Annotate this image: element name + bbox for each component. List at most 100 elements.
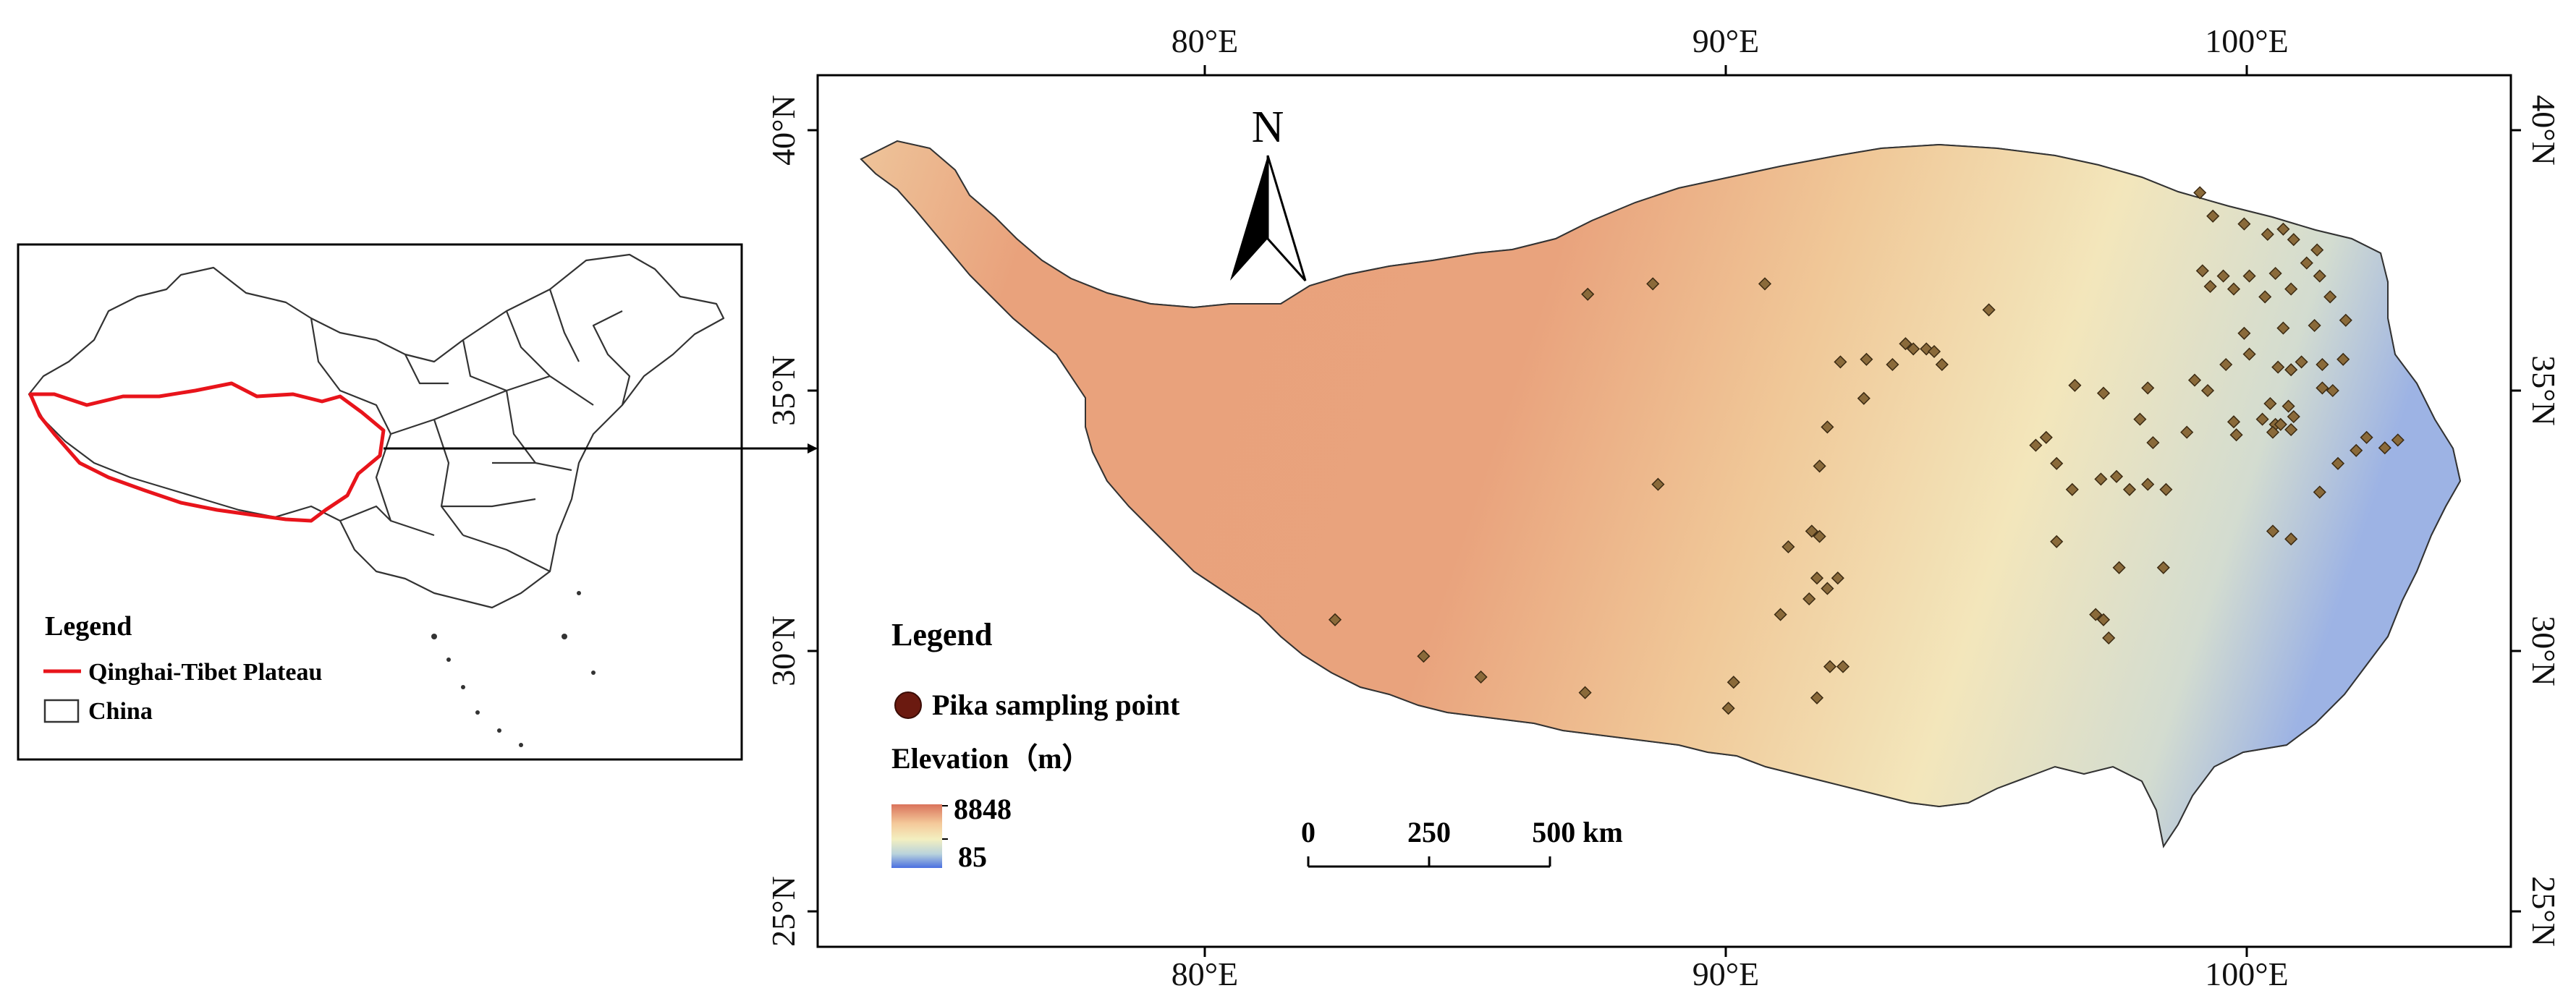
- sampling-point-marker: [1813, 529, 1826, 543]
- sampling-point-marker: [2268, 266, 2282, 281]
- north-arrow-letter: N: [1252, 103, 1284, 152]
- sampling-point-marker: [2096, 386, 2111, 400]
- top-label-90E: 90°E: [1692, 22, 1760, 59]
- sampling-point-marker: [2195, 264, 2209, 278]
- main-legend-title: Legend: [891, 617, 992, 652]
- sampling-point-marker: [2112, 561, 2126, 574]
- north-arrow: N: [1230, 103, 1307, 282]
- sampling-point-marker: [1834, 355, 1847, 369]
- sampling-point-marker: [1836, 660, 1850, 673]
- sampling-point-marker: [2237, 326, 2251, 340]
- sampling-point-marker: [2229, 428, 2243, 442]
- sampling-point-marker: [2378, 441, 2391, 455]
- elevation-min-label: 85: [958, 840, 987, 873]
- scale-label-0: 0: [1301, 816, 1315, 848]
- china-outline: [27, 253, 725, 609]
- sampling-point-marker: [2295, 355, 2308, 369]
- legend-plateau-label: Qinghai-Tibet Plateau: [88, 659, 322, 686]
- top-label-100E: 100°E: [2205, 22, 2289, 59]
- sampling-point-marker: [2266, 524, 2280, 538]
- sampling-points: [1328, 186, 2405, 715]
- legend-china-box-swatch: [43, 699, 80, 723]
- sampling-point-marker: [1860, 352, 1873, 366]
- right-label-35N: 35°N: [2525, 355, 2562, 426]
- sampling-point-marker: [2308, 318, 2321, 333]
- sampling-point-marker: [2141, 381, 2155, 395]
- sampling-point-marker: [2203, 279, 2217, 294]
- sampling-point-marker: [1831, 571, 1844, 585]
- island: [497, 728, 501, 733]
- sampling-point-marker: [2360, 430, 2373, 444]
- sampling-point-marker: [2141, 477, 2155, 491]
- pika-point-swatch: [894, 691, 922, 719]
- sampling-point-marker: [2187, 373, 2202, 387]
- inset-islands: [431, 591, 596, 747]
- sampling-point-marker: [1646, 277, 1660, 291]
- main-legend: Legend Pika sampling point Elevation（m） …: [891, 617, 1180, 873]
- inset-plateau-outline: [28, 381, 386, 523]
- left-label-30N: 30°N: [765, 616, 802, 686]
- island: [446, 657, 451, 662]
- sampling-point-marker: [2284, 363, 2298, 377]
- elevation-max-label: 8848: [954, 793, 1012, 825]
- sampling-point-marker: [2258, 290, 2272, 304]
- sampling-point-marker: [2227, 415, 2241, 429]
- right-label-30N: 30°N: [2525, 616, 2562, 686]
- sampling-point-marker: [1417, 650, 1431, 663]
- island: [461, 685, 465, 689]
- sampling-point-marker: [2287, 233, 2300, 247]
- island: [562, 634, 567, 639]
- sampling-point-marker: [2227, 282, 2241, 296]
- right-label-25N: 25°N: [2525, 876, 2562, 947]
- island: [577, 591, 581, 595]
- sampling-point-marker: [2159, 482, 2173, 496]
- sampling-point-marker: [2284, 422, 2298, 437]
- sampling-point-marker: [1927, 344, 1941, 359]
- sampling-point-marker: [2276, 321, 2290, 335]
- pika-point-label: Pika sampling point: [932, 689, 1180, 721]
- sampling-point-marker: [1328, 613, 1342, 626]
- sampling-point-marker: [2313, 269, 2326, 283]
- sampling-point-marker: [1810, 691, 1824, 705]
- sampling-point-marker: [1805, 524, 1818, 538]
- sampling-point-marker: [2156, 561, 2170, 574]
- sampling-point-marker: [2310, 243, 2324, 257]
- island: [431, 634, 437, 639]
- sampling-point-marker: [2094, 472, 2108, 486]
- sampling-point-marker: [2219, 357, 2233, 372]
- sampling-point-marker: [2065, 482, 2079, 496]
- sampling-point-marker: [2313, 485, 2326, 499]
- sampling-point-marker: [1935, 357, 1949, 372]
- sampling-point-marker: [2284, 532, 2298, 546]
- right-label-40N-visible: 40°N: [2525, 95, 2562, 166]
- sampling-point-marker: [1651, 477, 1665, 491]
- sampling-point-marker: [2102, 631, 2116, 645]
- sampling-point-marker: [2237, 217, 2251, 231]
- sampling-point-marker: [2039, 430, 2053, 444]
- sampling-point-marker: [2391, 433, 2405, 447]
- sampling-point-marker: [2193, 186, 2207, 200]
- sampling-point-marker: [1774, 608, 1787, 621]
- sampling-point-marker: [1823, 660, 1837, 673]
- sampling-point-marker: [2323, 290, 2337, 304]
- sampling-point-marker: [1821, 582, 1834, 595]
- sampling-point-marker: [2316, 381, 2329, 395]
- sampling-point-marker: [2050, 535, 2064, 548]
- sampling-point-marker: [2271, 360, 2285, 374]
- island: [591, 671, 596, 675]
- top-label-80E: 80°E: [1172, 22, 1239, 59]
- left-label-40N: 40°N: [765, 95, 802, 166]
- sampling-point-marker: [2339, 313, 2352, 327]
- scale-label-250: 250: [1407, 816, 1451, 848]
- main-map: 80°E 90°E 100°E 80°E 90°E 100°E 40°N 35°…: [765, 22, 2562, 992]
- legend-china-label: China: [88, 698, 153, 725]
- sampling-point-marker: [1899, 337, 1912, 351]
- axis-ticks: [808, 65, 2521, 957]
- sampling-point-marker: [2255, 412, 2269, 426]
- sampling-point-marker: [1813, 459, 1826, 473]
- scale-bar: 0 250 500 km: [1301, 816, 1623, 868]
- sampling-point-marker: [2261, 227, 2274, 242]
- sampling-point-marker: [2068, 378, 2082, 392]
- sampling-point-marker: [2263, 396, 2277, 411]
- sampling-point-marker: [1802, 592, 1816, 606]
